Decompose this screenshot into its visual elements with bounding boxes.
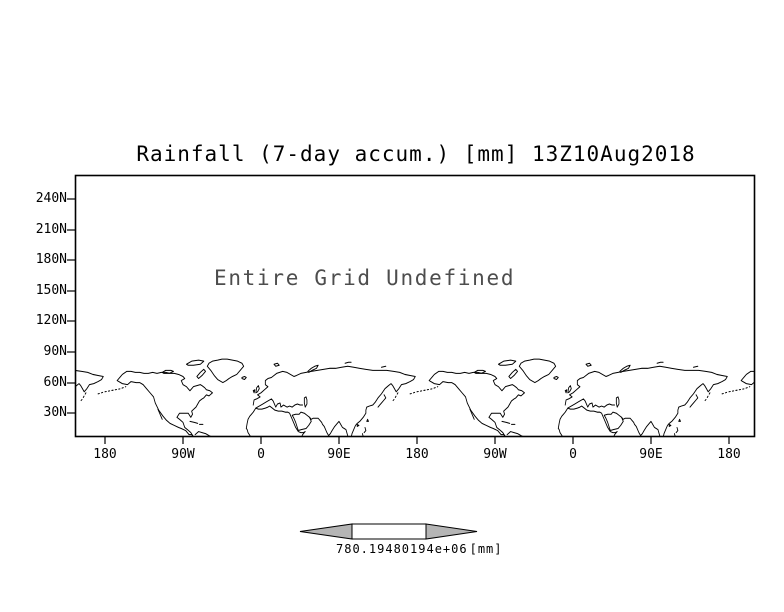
y-tick-label: 90N bbox=[43, 344, 67, 359]
colorbar-left-arrow bbox=[299, 523, 353, 540]
plot-title: Rainfall (7-day accum.) [mm] 13Z10Aug201… bbox=[136, 142, 696, 166]
x-tick-label: 90W bbox=[171, 447, 195, 462]
x-tick-label: 0 bbox=[257, 447, 265, 462]
colorbar-box bbox=[351, 523, 427, 540]
x-tick-label: 180 bbox=[405, 447, 429, 462]
y-tick-label: 30N bbox=[43, 405, 67, 420]
colorbar-label: 780.19480194e+06 [mm] bbox=[336, 542, 503, 556]
colorbar-units: [mm] bbox=[469, 542, 503, 556]
x-tick-label: 90E bbox=[327, 447, 351, 462]
plot-border bbox=[74, 174, 756, 438]
colorbar bbox=[299, 523, 478, 540]
x-axis-ticks bbox=[104, 436, 730, 444]
colorbar-right-arrow bbox=[425, 523, 478, 540]
y-tick-label: 150N bbox=[35, 283, 67, 298]
y-tick-label: 120N bbox=[35, 313, 67, 328]
coastline-map bbox=[76, 358, 754, 436]
x-tick-label: 90W bbox=[483, 447, 507, 462]
y-tick-label: 60N bbox=[43, 375, 67, 390]
x-tick-label: 0 bbox=[569, 447, 577, 462]
y-tick-label: 180N bbox=[35, 252, 67, 267]
x-tick-label: 180 bbox=[717, 447, 741, 462]
y-axis-ticks bbox=[67, 198, 75, 414]
x-tick-label: 180 bbox=[93, 447, 117, 462]
x-tick-label: 90E bbox=[639, 447, 663, 462]
y-tick-label: 240N bbox=[35, 191, 67, 206]
colorbar-value: 780.19480194e+06 bbox=[336, 542, 468, 556]
y-tick-label: 210N bbox=[35, 222, 67, 237]
undefined-grid-message: Entire Grid Undefined bbox=[214, 266, 516, 290]
